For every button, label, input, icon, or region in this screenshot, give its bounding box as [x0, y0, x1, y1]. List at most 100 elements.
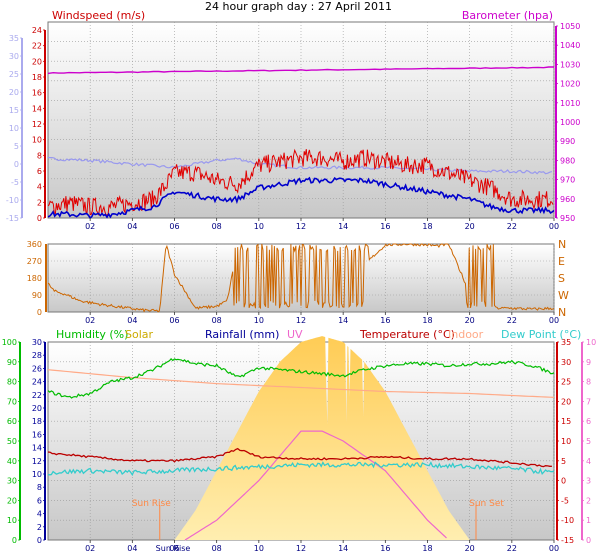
- y-tick-label: 15: [9, 106, 19, 115]
- y-tick-label: 1050: [560, 22, 580, 31]
- sunrise-label: Sun Rise: [132, 499, 171, 509]
- y-tick-label: 10: [561, 437, 571, 446]
- y-tick-label: 2: [37, 523, 42, 532]
- y-tick-label: 30: [561, 358, 571, 367]
- y-tick-label: -5: [11, 178, 19, 187]
- y-tick-label: 7: [586, 397, 591, 406]
- y-tick-label: 25: [9, 70, 19, 79]
- y-tick-label: 30: [9, 52, 19, 61]
- x-tick-label: 18: [422, 544, 432, 553]
- x-tick-label: 16: [380, 222, 390, 231]
- y-tick-label: 80: [7, 378, 17, 387]
- wind-direction-line: [47, 243, 555, 313]
- y-tick-label: 960: [560, 195, 575, 204]
- dewpoint-line: [47, 461, 555, 477]
- uv-line: [184, 430, 447, 541]
- y-tick-label: 9: [586, 358, 591, 367]
- sunrise-tick-label: Sun Rise: [156, 544, 191, 553]
- y-tick-label: 4: [586, 457, 591, 466]
- x-tick-label: 02: [85, 222, 95, 231]
- x-tick-label: 18: [422, 316, 432, 325]
- y-tick-label: 20: [9, 88, 19, 97]
- y-tick-label: 1010: [560, 99, 580, 108]
- y-tick-label: 20: [7, 496, 17, 505]
- compass-label: W: [558, 289, 569, 302]
- x-tick-label: 14: [338, 544, 348, 553]
- direction-tick-label: 0: [37, 308, 42, 317]
- y-tick-label: 50: [7, 437, 17, 446]
- x-tick-label: 10: [254, 316, 264, 325]
- temperature-line: [47, 447, 552, 468]
- y-tick-label: 20: [32, 404, 42, 413]
- compass-label: N: [558, 238, 566, 251]
- y-tick-label: 18: [32, 73, 42, 82]
- sunset-label: Sun Set: [469, 499, 504, 509]
- y-tick-label: 24: [32, 26, 42, 35]
- y-tick-label: 0: [561, 477, 566, 486]
- x-tick-label: 18: [422, 222, 432, 231]
- y-tick-label: 980: [560, 156, 575, 165]
- x-tick-label: 06: [169, 222, 179, 231]
- x-tick-label: 08: [212, 222, 222, 231]
- x-tick-label: 12: [296, 544, 306, 553]
- y-tick-label: 10: [9, 124, 19, 133]
- y-tick-label: -10: [6, 196, 19, 205]
- y-tick-label: 12: [32, 457, 42, 466]
- y-tick-label: -15: [6, 214, 19, 223]
- dewpoint-legend: Dew Point (°C): [501, 328, 581, 341]
- y-tick-label: -5: [561, 496, 569, 505]
- y-tick-label: 0: [14, 160, 19, 169]
- y-tick-label: 30: [32, 338, 42, 347]
- y-tick-label: 1040: [560, 41, 580, 50]
- y-tick-label: 990: [560, 137, 575, 146]
- y-tick-label: 35: [9, 34, 19, 43]
- humidity-line: [47, 358, 555, 399]
- y-tick-label: 16: [32, 89, 42, 98]
- x-tick-label: 12: [296, 316, 306, 325]
- y-tick-label: -10: [561, 516, 574, 525]
- compass-label: E: [558, 255, 565, 268]
- indoor-legend: Indoor: [448, 328, 484, 341]
- y-tick-label: 2: [37, 198, 42, 207]
- y-tick-label: 14: [32, 444, 42, 453]
- x-tick-label: 20: [465, 544, 475, 553]
- x-tick-label: 08: [212, 316, 222, 325]
- rainfall-legend: Rainfall (mm): [205, 328, 279, 341]
- y-tick-label: 22: [32, 42, 42, 51]
- y-tick-label: 10: [32, 470, 42, 479]
- y-tick-label: 4: [37, 183, 42, 192]
- y-tick-label: 950: [560, 214, 575, 223]
- x-tick-label: 04: [127, 316, 137, 325]
- page-title: 24 hour graph day : 27 April 2011: [205, 0, 392, 13]
- x-tick-label: 04: [127, 544, 137, 553]
- y-tick-label: 15: [561, 417, 571, 426]
- y-tick-label: 1030: [560, 60, 580, 69]
- windspeed-label: Windspeed (m/s): [52, 9, 145, 22]
- x-tick-label: 00: [549, 544, 559, 553]
- pressure-trend-line: [47, 156, 553, 175]
- y-tick-label: 8: [37, 483, 42, 492]
- x-tick-label: 22: [507, 222, 517, 231]
- x-tick-label: 12: [296, 222, 306, 231]
- barometer-label: Barometer (hpa): [462, 9, 553, 22]
- y-tick-label: 16: [32, 430, 42, 439]
- y-tick-label: 30: [7, 477, 17, 486]
- x-tick-label: 20: [465, 316, 475, 325]
- x-tick-label: 02: [85, 544, 95, 553]
- y-tick-label: 10: [586, 338, 596, 347]
- x-tick-label: 06: [169, 544, 179, 553]
- x-tick-label: 04: [127, 222, 137, 231]
- direction-tick-label: 360: [27, 240, 42, 249]
- x-tick-label: 22: [507, 316, 517, 325]
- y-tick-label: 20: [561, 397, 571, 406]
- y-tick-label: 8: [586, 378, 591, 387]
- direction-tick-label: 180: [27, 274, 42, 283]
- y-tick-label: 14: [32, 104, 42, 113]
- y-tick-label: 12: [32, 120, 42, 129]
- temperature-legend: Temperature (°C): [359, 328, 455, 341]
- x-tick-label: 02: [85, 316, 95, 325]
- y-tick-label: 18: [32, 417, 42, 426]
- x-tick-label: 16: [380, 316, 390, 325]
- y-tick-label: 90: [7, 358, 17, 367]
